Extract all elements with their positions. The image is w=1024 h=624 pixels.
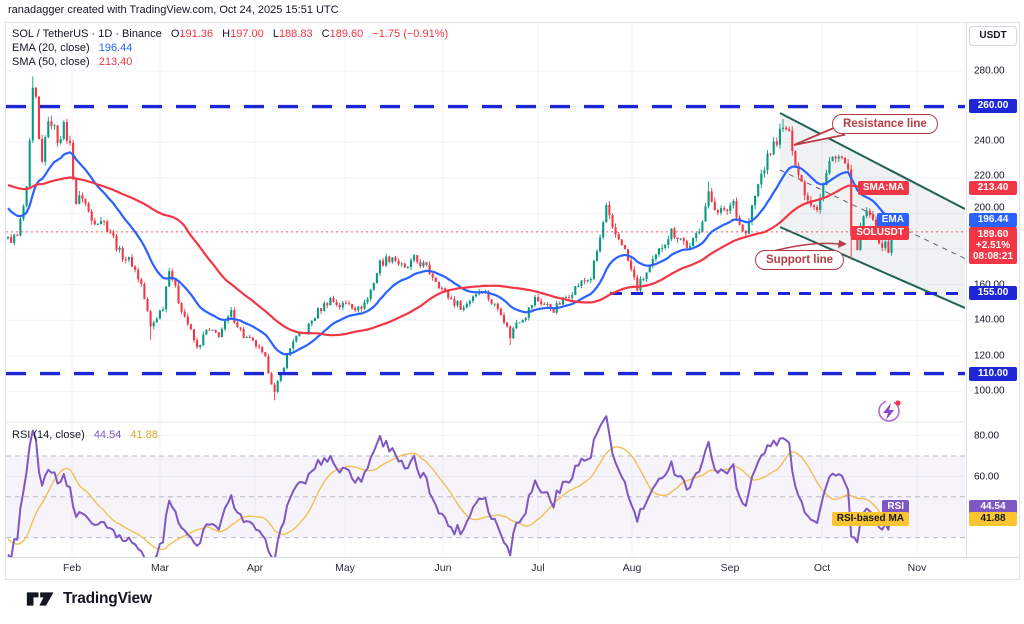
quick-trade-icon[interactable] [878, 400, 901, 422]
price-level-badge-level-260: 260.00 [969, 99, 1017, 113]
chart-frame: SOL / TetherUS · 1D · Binance O191.36 H1… [5, 22, 1020, 580]
axis-tick-140.00: 140.00 [974, 314, 1005, 326]
axis-tick-120.00: 120.00 [974, 350, 1005, 362]
rsi-ma-value-badge: 41.88 [969, 512, 1017, 526]
time-axis-month-jun: Jun [434, 562, 452, 574]
axis-tick-200.00: 200.00 [974, 202, 1005, 214]
rsi-line[interactable] [7, 415, 896, 557]
axis-tick-100.00: 100.00 [974, 385, 1005, 397]
last-change-value: +2.51% [975, 240, 1011, 251]
axis-tick-220.00: 220.00 [974, 170, 1005, 182]
sma-value-badge: 213.40 [969, 181, 1017, 195]
last-price-value: 189.60 [977, 229, 1009, 240]
time-axis-month-feb: Feb [62, 562, 82, 574]
rsi-value-badge: 44.54 [969, 500, 1017, 514]
time-axis-month-oct: Oct [813, 562, 831, 574]
axis-tick-60.00: 60.00 [974, 471, 1000, 483]
tradingview-logo-mark [26, 592, 54, 606]
time-axis[interactable]: Feb Mar Apr May Jun Jul Aug Sep Oct Nov [6, 557, 1019, 579]
axis-tick-240.00: 240.00 [974, 135, 1005, 147]
bar-countdown: 08:08:21 [972, 251, 1014, 262]
ema-line[interactable] [7, 151, 896, 356]
time-axis-month-aug: Aug [622, 562, 642, 574]
rsi-ma-line[interactable] [7, 446, 895, 551]
rsi-band [6, 455, 965, 539]
price-level-badge-level-110: 110.00 [969, 367, 1017, 381]
axis-tick-160.00: 160.00 [974, 279, 1005, 291]
time-axis-month-jul: Jul [531, 562, 545, 574]
ema-value-badge: 196.44 [969, 213, 1017, 227]
grid-layer [6, 23, 965, 557]
tradingview-logo[interactable]: TradingView [26, 589, 152, 609]
resistance-callout[interactable]: Resistance line [832, 114, 938, 134]
price-level-badge-level-155: 155.00 [969, 286, 1017, 300]
price-axis[interactable]: 280.00 240.00 220.00 200.00 160.00 140.00 120.… [966, 23, 1019, 557]
time-axis-month-mar: Mar [150, 562, 170, 574]
resistance-trendline[interactable] [779, 112, 965, 210]
time-axis-month-sep: Sep [720, 562, 740, 574]
time-axis-month-may: May [335, 562, 355, 574]
chart-plot-area[interactable] [6, 23, 965, 557]
last-price-badge: 189.60 +2.51% 08:08:21 [969, 227, 1017, 264]
sma-line[interactable] [7, 176, 895, 337]
time-axis-month-nov: Nov [907, 562, 927, 574]
tradingview-logo-text: TradingView [63, 590, 152, 607]
currency-toggle-button[interactable]: USDT [969, 26, 1017, 46]
axis-tick-80.00: 80.00 [974, 430, 1000, 442]
axis-tick-280.00: 280.00 [974, 65, 1005, 77]
support-callout[interactable]: Support line [755, 250, 845, 270]
credit-text: ranadagger created with TradingView.com,… [8, 4, 339, 16]
time-axis-month-apr: Apr [246, 562, 264, 574]
